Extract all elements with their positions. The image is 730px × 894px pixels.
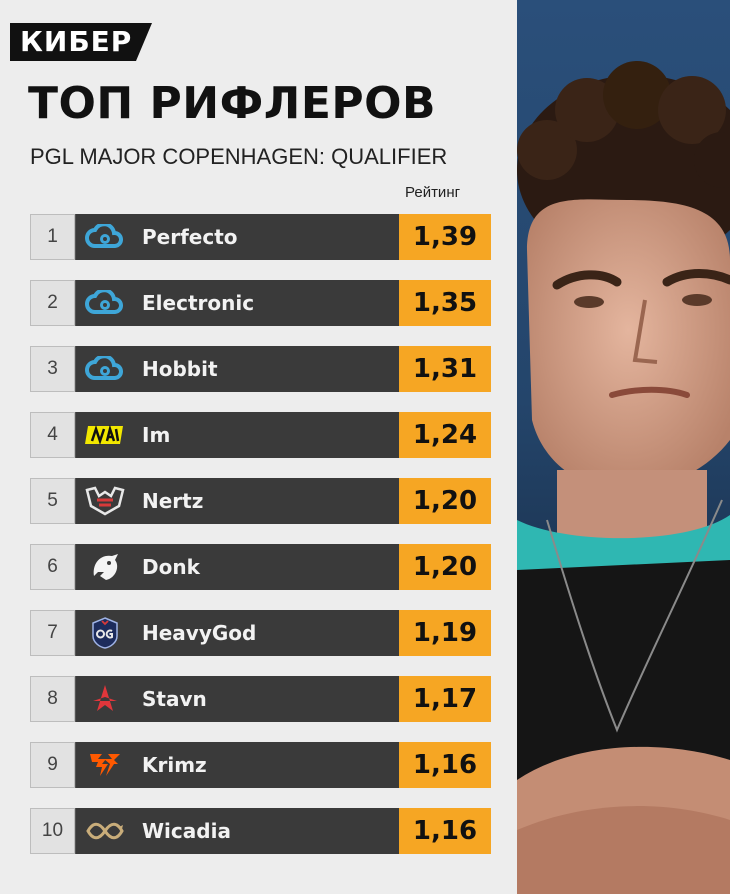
player-cell: Nertz [75, 478, 399, 524]
rating-cell: 1,24 [399, 412, 491, 458]
player-cell: Hobbit [75, 346, 399, 392]
cloud9-logo-icon [76, 280, 134, 326]
table-row: 8 Stavn 1,17 [30, 676, 491, 722]
table-row: 7 HeavyGod 1,19 [30, 610, 491, 656]
player-cell: Perfecto [75, 214, 399, 260]
brand-name: КИБЕР [20, 25, 133, 58]
table-row: 10 Wicadia 1,16 [30, 808, 491, 854]
og-logo-icon [76, 610, 134, 656]
rating-cell: 1,20 [399, 544, 491, 590]
rank-cell: 1 [30, 214, 75, 260]
player-cell: Krimz [75, 742, 399, 788]
rating-cell: 1,20 [399, 478, 491, 524]
rank-cell: 2 [30, 280, 75, 326]
player-name: Hobbit [142, 357, 218, 381]
rating-column-header: Рейтинг [405, 184, 461, 201]
player-cell: Donk [75, 544, 399, 590]
rank-cell: 4 [30, 412, 75, 458]
player-name: Electronic [142, 291, 255, 315]
player-photo [517, 0, 730, 894]
page-title: ТОП РИФЛЕРОВ [28, 78, 437, 129]
player-cell: Electronic [75, 280, 399, 326]
player-name: Krimz [142, 753, 207, 777]
player-name: Wicadia [142, 819, 231, 843]
heroic-logo-icon [76, 478, 134, 524]
rank-cell: 3 [30, 346, 75, 392]
player-cell: Im [75, 412, 399, 458]
rank-cell: 9 [30, 742, 75, 788]
table-row: 9 Krimz 1,16 [30, 742, 491, 788]
cloud9-logo-icon [76, 346, 134, 392]
table-row: 6 Donk 1,20 [30, 544, 491, 590]
rating-cell: 1,19 [399, 610, 491, 656]
rank-cell: 6 [30, 544, 75, 590]
player-name: Perfecto [142, 225, 238, 249]
table-row: 2 Electronic 1,35 [30, 280, 491, 326]
rating-cell: 1,39 [399, 214, 491, 260]
player-name: Im [142, 423, 171, 447]
cloud9-logo-icon [76, 214, 134, 260]
table-row: 3 Hobbit 1,31 [30, 346, 491, 392]
rank-cell: 7 [30, 610, 75, 656]
fnatic-logo-icon [76, 742, 134, 788]
rank-cell: 10 [30, 808, 75, 854]
eternal-fire-logo-icon [76, 808, 134, 854]
rating-cell: 1,35 [399, 280, 491, 326]
table-row: 4 Im 1,24 [30, 412, 491, 458]
table-row: 5 Nertz 1,20 [30, 478, 491, 524]
rating-cell: 1,31 [399, 346, 491, 392]
astralis-logo-icon [76, 676, 134, 722]
rating-cell: 1,16 [399, 742, 491, 788]
ranking-table: 1 Perfecto 1,39 2 Electronic 1,35 [30, 214, 491, 874]
player-cell: Wicadia [75, 808, 399, 854]
player-name: Nertz [142, 489, 204, 513]
player-cell: HeavyGod [75, 610, 399, 656]
brand-logo: КИБЕР [10, 23, 152, 61]
spirit-logo-icon [76, 544, 134, 590]
player-name: Stavn [142, 687, 207, 711]
player-cell: Stavn [75, 676, 399, 722]
player-name: Donk [142, 555, 200, 579]
table-row: 1 Perfecto 1,39 [30, 214, 491, 260]
brand-badge-shape [10, 23, 152, 61]
rating-cell: 1,17 [399, 676, 491, 722]
rank-cell: 8 [30, 676, 75, 722]
navi-logo-icon [76, 412, 134, 458]
rank-cell: 5 [30, 478, 75, 524]
player-name: HeavyGod [142, 621, 257, 645]
page-subtitle: PGL MAJOR COPENHAGEN: QUALIFIER [30, 144, 448, 169]
rating-cell: 1,16 [399, 808, 491, 854]
